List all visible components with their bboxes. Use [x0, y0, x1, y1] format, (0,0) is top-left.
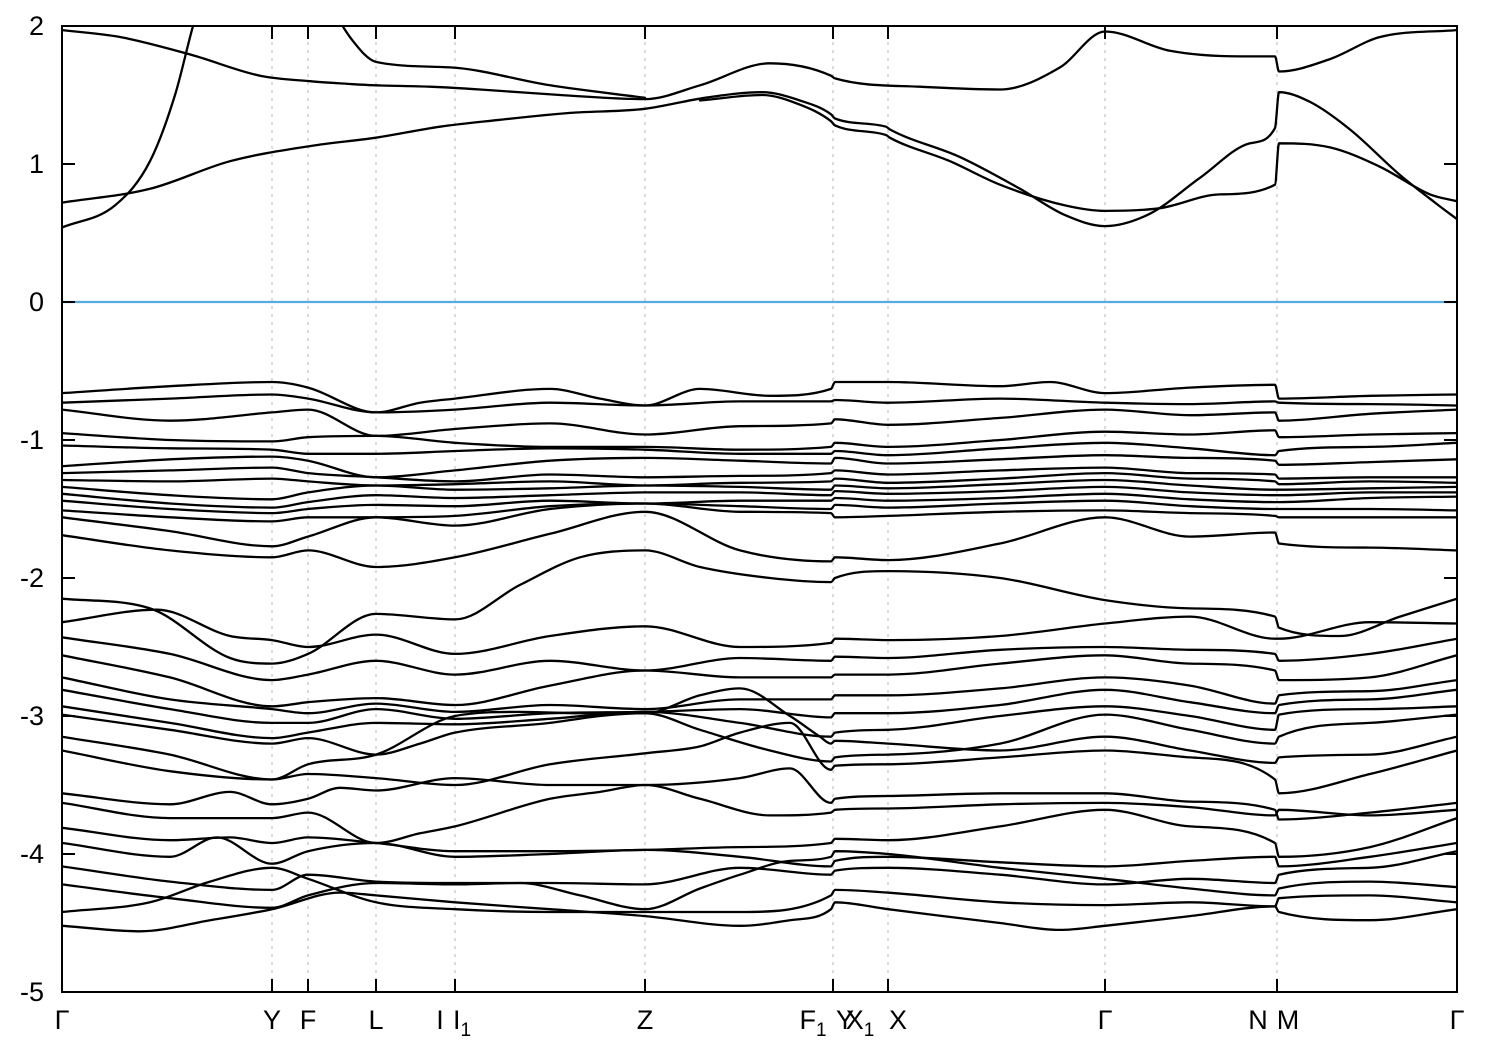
band-curve-v9 — [62, 478, 1457, 501]
y-tick-label: -5 — [20, 977, 44, 1007]
band-curve-v12 — [62, 499, 1457, 523]
band-curve-v14 — [62, 510, 1457, 569]
x-tick-label: N — [1248, 1005, 1268, 1035]
x-tick-label: F — [300, 1005, 317, 1035]
y-tick-label: -3 — [20, 701, 44, 731]
band-curve-v13 — [62, 502, 1457, 548]
band-curve-v22 — [62, 712, 1457, 763]
band-curve-v19 — [62, 676, 1457, 715]
band-curves — [62, 26, 1457, 933]
y-tick-label: -1 — [20, 425, 44, 455]
band-curve-c3 — [341, 26, 647, 99]
band-curve-c2 — [62, 26, 195, 229]
band-curve-v21 — [62, 705, 1457, 740]
y-tick-label: -4 — [20, 839, 44, 869]
band-curve-v8 — [62, 471, 1457, 487]
band-curve-v6 — [62, 454, 1457, 479]
y-tick-label: 0 — [29, 287, 44, 317]
band-curve-v23 — [62, 687, 1457, 781]
band-curve-v18 — [62, 654, 1457, 708]
band-curve-v3 — [62, 408, 1457, 438]
x-tick-label: Γ — [1098, 1005, 1113, 1035]
band-curve-v30 — [62, 850, 1457, 911]
band-curve-v24 — [62, 721, 1457, 795]
band-curve-v20 — [62, 688, 1457, 725]
band-curve-v15 — [62, 549, 1457, 665]
band-curve-v11 — [62, 492, 1457, 515]
axes-frame — [61, 25, 1458, 993]
x-tick-label: F1 — [799, 1005, 826, 1041]
band-curve-c4 — [62, 91, 1457, 228]
band-curve-v16 — [62, 608, 1457, 656]
band-curve-c5 — [698, 93, 1457, 213]
axis-ticks — [62, 25, 1457, 993]
band-curve-v17 — [62, 636, 1457, 682]
x-tick-label: L — [368, 1005, 383, 1035]
x-axis-labels: Γ Y F L I I1 Z F1 YX1 X Γ N M Γ — [55, 1005, 1465, 1041]
x-tick-label: I1 — [453, 1005, 471, 1041]
x-tick-label: Γ — [55, 1005, 70, 1035]
band-curve-v29 — [62, 850, 1457, 892]
y-axis-labels: 2 1 0 -1 -2 -3 -4 -5 — [20, 11, 44, 1007]
y-tick-label: 1 — [29, 149, 44, 179]
x-tick-label: I — [436, 1005, 444, 1035]
band-curve-v4 — [62, 429, 1457, 451]
band-curve-v25 — [62, 767, 1457, 821]
band-curve-c1 — [62, 28, 1457, 101]
x-tick-label: Γ — [1450, 1005, 1465, 1035]
x-tick-label: M — [1277, 1005, 1300, 1035]
x-tick-label: Y — [263, 1005, 281, 1035]
x-tick-label: Z — [637, 1005, 654, 1035]
y-tick-label: -2 — [20, 563, 44, 593]
band-curve-v26 — [62, 783, 1457, 845]
band-curve-v32 — [62, 891, 1457, 933]
plot-border — [61, 25, 1458, 993]
x-tick-label: Y — [836, 1005, 854, 1035]
band-curve-v10 — [62, 485, 1457, 509]
band-curve-v7 — [62, 466, 1457, 483]
y-tick-label: 2 — [29, 11, 44, 41]
band-curve-v5 — [62, 441, 1457, 457]
x-tick-label: X1 — [846, 1005, 875, 1041]
band-curve-v2 — [62, 393, 1457, 414]
band-curve-v27 — [62, 808, 1457, 858]
band-curve-v1 — [62, 380, 1457, 414]
band-curve-v28 — [62, 836, 1457, 868]
x-tick-label: X — [889, 1005, 907, 1035]
